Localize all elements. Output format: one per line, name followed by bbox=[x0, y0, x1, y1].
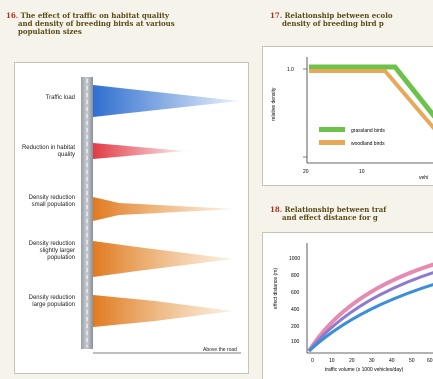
fig18-number: 18. bbox=[270, 206, 283, 214]
fig18-ytick-400: 400 bbox=[291, 307, 300, 313]
row-label-habitat: Reduction in habitat quality bbox=[21, 145, 75, 158]
fig17-legend-swatch-grassland bbox=[319, 127, 345, 132]
fig18-ylabel: effect distance (m) bbox=[273, 268, 279, 309]
fig18-xtick-0: 0 bbox=[311, 358, 314, 364]
fig16-caption: 16. The effect of traffic on habitat qua… bbox=[6, 12, 246, 36]
fig16-axis-label: Above the road bbox=[203, 347, 237, 353]
fig18-xtick-10: 10 bbox=[329, 358, 335, 364]
fig18-caption-line2: and effect distance for g bbox=[282, 213, 378, 222]
fig18-xtick-20: 20 bbox=[349, 358, 355, 364]
fig17-xlabel: vehi bbox=[419, 175, 428, 181]
traffic-load-arrow bbox=[93, 85, 239, 117]
fig17-series-grassland bbox=[309, 64, 433, 119]
row-label-density-small: Density reduction small population bbox=[28, 195, 75, 208]
fig18-ytick-100: 100 bbox=[291, 339, 300, 345]
density-slight-arrow bbox=[93, 241, 233, 277]
fig18-caption: 18. Relationship between traf and effect… bbox=[270, 206, 433, 222]
fig16-number: 16. bbox=[6, 11, 19, 20]
fig17-caption-line2: density of breeding bird p bbox=[282, 19, 384, 28]
fig16-panel: Above the road Traffic load Reduction in… bbox=[14, 62, 249, 374]
fig18-ytick-200: 200 bbox=[291, 324, 300, 330]
fig17-ylabel: relative density bbox=[271, 87, 277, 121]
fig17-caption-line1: Relationship between ecolo bbox=[284, 12, 393, 20]
fig16-caption-line1: The effect of traffic on habitat quality bbox=[20, 11, 170, 20]
fig18-xtick-40: 40 bbox=[389, 358, 395, 364]
density-small-arrow bbox=[93, 197, 235, 221]
fig18-xtick-60: 60 bbox=[427, 358, 433, 364]
fig18-panel: 1000 800 600 400 200 100 effect distance… bbox=[262, 232, 433, 379]
row-label-traffic: Traffic load bbox=[45, 95, 75, 101]
fig18-xtick-50: 50 bbox=[409, 358, 415, 364]
fig18-ytick-600: 600 bbox=[291, 290, 300, 296]
fig18-xlabel: traffic volume (x 1000 vehicles/day) bbox=[325, 367, 404, 373]
row-label-density-slight: Density reduction slightly larger popula… bbox=[28, 241, 75, 261]
fig18-chart: 1000 800 600 400 200 100 effect distance… bbox=[273, 243, 433, 373]
fig18-ytick-1000: 1000 bbox=[289, 256, 300, 262]
fig16-diagram: Above the road bbox=[81, 77, 241, 354]
fig17-ytick-1: 1.0 bbox=[287, 67, 294, 73]
fig17-xtick-2: 10 bbox=[359, 169, 365, 175]
fig17-xtick-1: 20 bbox=[303, 169, 309, 175]
fig16-caption-line3: population sizes bbox=[18, 27, 82, 36]
fig18-series-2 bbox=[307, 271, 433, 352]
density-large-arrow bbox=[93, 295, 233, 327]
fig17-chart: 1.0 relative density grassland birds woo… bbox=[271, 57, 433, 181]
row-label-density-large: Density reduction large population bbox=[28, 295, 75, 308]
fig17-legend-woodland: woodland birds bbox=[351, 141, 385, 147]
fig18-xtick-30: 30 bbox=[369, 358, 375, 364]
fig16-caption-line2: and density of breeding birds at various bbox=[18, 19, 175, 28]
fig17-panel: 1.0 relative density grassland birds woo… bbox=[262, 46, 433, 186]
fig18-series-1 bbox=[307, 262, 433, 353]
fig17-caption: 17. Relationship between ecolo density o… bbox=[270, 12, 433, 28]
fig18-caption-line1: Relationship between traf bbox=[284, 206, 387, 214]
fig18-series-3 bbox=[307, 283, 433, 353]
fig17-number: 17. bbox=[270, 12, 283, 20]
fig17-legend-swatch-woodland bbox=[319, 140, 345, 145]
fig17-series-woodland bbox=[309, 69, 433, 131]
habitat-quality-arrow bbox=[93, 143, 185, 159]
fig17-legend-grassland: grassland birds bbox=[351, 128, 385, 134]
fig18-ytick-800: 800 bbox=[291, 273, 300, 279]
